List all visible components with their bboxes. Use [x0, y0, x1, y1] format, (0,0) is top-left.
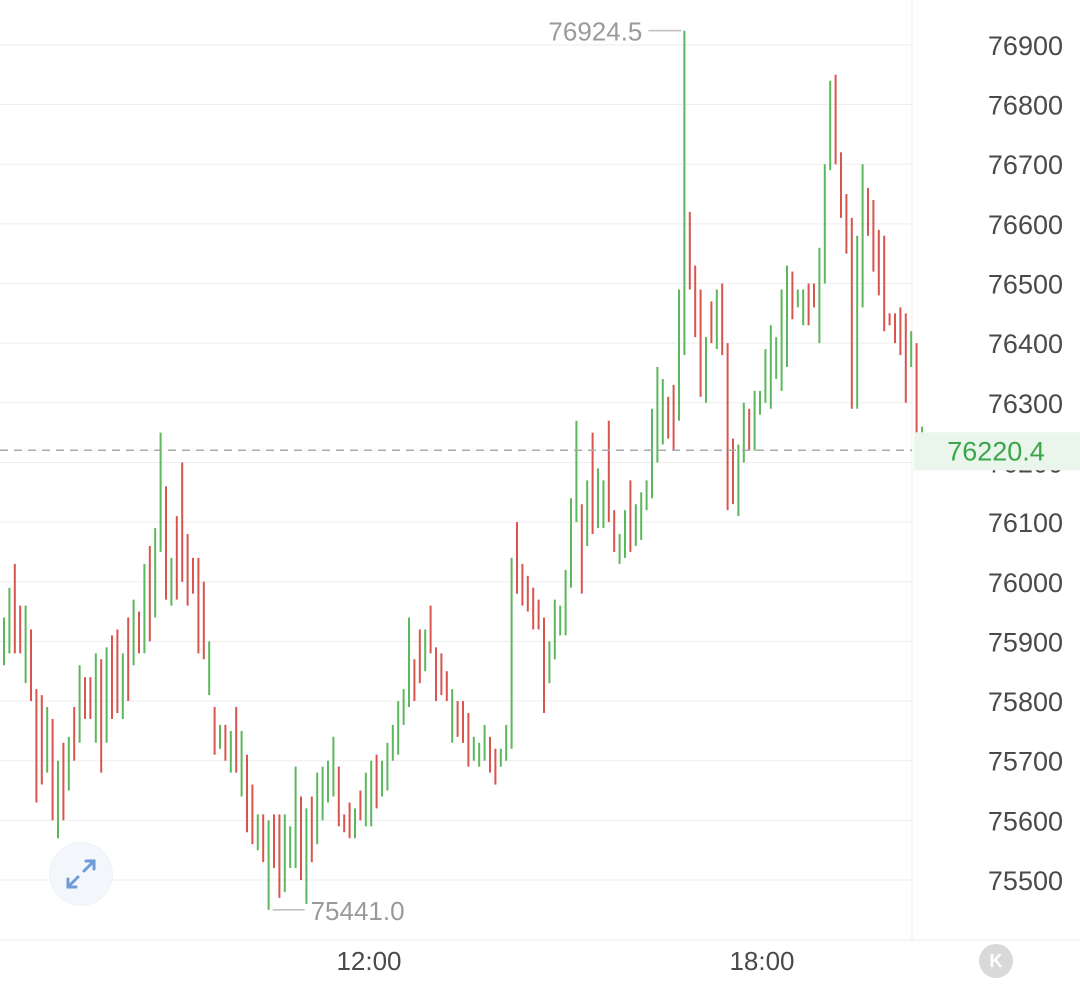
- y-tick-label: 76700: [988, 150, 1063, 180]
- y-tick-label: 76800: [988, 91, 1063, 121]
- y-tick-label: 75900: [988, 627, 1063, 657]
- current-price-badge: [914, 432, 1080, 471]
- expand-chart-button[interactable]: [50, 843, 112, 905]
- expand-arrows-icon: [66, 859, 96, 889]
- y-tick-label: 76400: [988, 329, 1063, 359]
- x-tick-label: 12:00: [336, 946, 401, 976]
- x-tick-label: 18:00: [729, 946, 794, 976]
- k-line-toggle-button[interactable]: K: [979, 944, 1013, 978]
- y-tick-label: 76500: [988, 270, 1063, 300]
- price-annotations: 76924.5 75441.0: [272, 17, 682, 926]
- y-tick-label: 75600: [988, 806, 1063, 836]
- grid-lines: [0, 0, 1080, 941]
- y-tick-label: 76100: [988, 508, 1063, 538]
- k-line-toggle-label: K: [989, 950, 1003, 971]
- y-tick-label: 75500: [988, 866, 1063, 896]
- x-axis: 12:00 18:00: [336, 946, 794, 976]
- low-annotation: 75441.0: [311, 896, 405, 926]
- y-tick-label: 75700: [988, 747, 1063, 777]
- y-axis: 7550075600757007580075900760007610076200…: [988, 31, 1063, 896]
- y-tick-label: 76300: [988, 389, 1063, 419]
- y-tick-label: 76000: [988, 568, 1063, 598]
- high-annotation: 76924.5: [548, 17, 642, 47]
- y-tick-label: 76900: [988, 31, 1063, 61]
- current-price-label: 76220.4: [947, 436, 1045, 466]
- price-bars: [3, 30, 923, 910]
- current-price-marker: 76220.4: [0, 432, 1080, 471]
- y-tick-label: 75800: [988, 687, 1063, 717]
- y-tick-label: 76600: [988, 210, 1063, 240]
